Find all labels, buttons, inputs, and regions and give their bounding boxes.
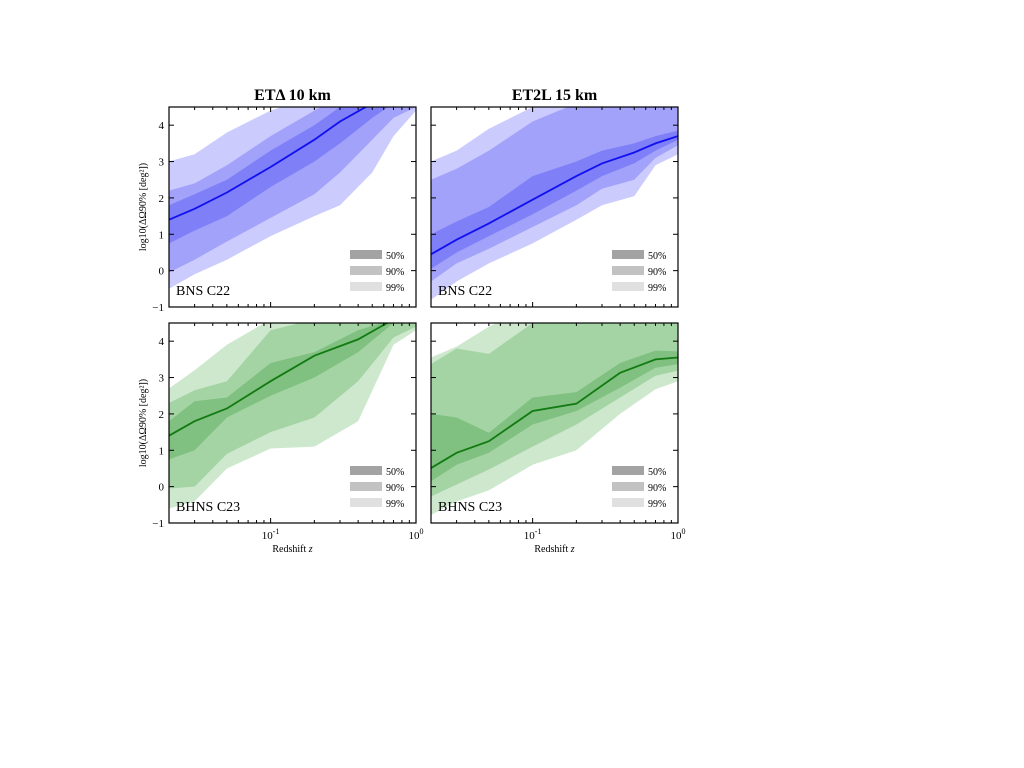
legend-label: 50% (648, 467, 666, 478)
legend-label: 99% (386, 283, 404, 294)
x-tick-label: 100 (671, 527, 686, 542)
y-tick-label: 3 (159, 373, 165, 385)
y-axis-label: log10(ΔΩ90% [deg²]) (138, 163, 149, 251)
y-tick-label: 2 (159, 193, 165, 205)
x-label-text: Redshift (534, 544, 570, 555)
panel-2-plot-area (431, 107, 678, 300)
legend-swatch (350, 466, 382, 475)
x-tick-label: 100 (409, 527, 424, 542)
x-tick-base: 10 (262, 530, 274, 542)
band50-area (169, 323, 394, 460)
band90-area (169, 323, 416, 489)
x-label-var: z (570, 544, 575, 555)
legend-label: 99% (648, 283, 666, 294)
panel-label: BHNS C23 (438, 500, 502, 515)
legend-swatch (612, 498, 644, 507)
legend-swatch (612, 482, 644, 491)
x-axis-label: Redshift z (534, 544, 574, 555)
x-label-var: z (308, 544, 313, 555)
y-tick-label: −1 (152, 302, 164, 314)
column-title: ET2L 15 km (512, 87, 598, 104)
legend-swatch (350, 498, 382, 507)
legend-swatch (350, 482, 382, 491)
y-tick-label: 1 (159, 445, 165, 457)
panel-3-plot-area (169, 323, 416, 509)
x-tick-base: 10 (409, 530, 421, 542)
x-tick-exponent: -1 (273, 527, 280, 536)
legend-label: 90% (648, 483, 666, 494)
band50-area (169, 107, 389, 244)
x-tick-label: 10-1 (524, 527, 542, 542)
legend-label: 50% (648, 251, 666, 262)
legend-label: 90% (386, 483, 404, 494)
legend-swatch (612, 266, 644, 275)
x-tick-exponent: -1 (535, 527, 542, 536)
legend-swatch (350, 250, 382, 259)
y-tick-label: 2 (159, 409, 165, 421)
y-tick-label: 4 (159, 120, 165, 132)
median-line (431, 356, 678, 469)
panel-4-plot-area (431, 323, 678, 515)
panel-1-plot-area (169, 107, 416, 289)
legend-label: 99% (386, 499, 404, 510)
x-label-text: Redshift (272, 544, 308, 555)
x-tick-base: 10 (671, 530, 683, 542)
median-line (431, 135, 678, 256)
band50-area (431, 130, 678, 269)
y-tick-label: −1 (152, 518, 164, 530)
panel-label: BNS C22 (438, 284, 492, 299)
legend-swatch (350, 282, 382, 291)
legend-swatch (350, 266, 382, 275)
y-tick-label: 0 (159, 482, 165, 494)
panel-label: BNS C22 (176, 284, 230, 299)
legend-label: 90% (386, 267, 404, 278)
column-title: ETΔ 10 km (254, 87, 331, 104)
legend-label: 99% (648, 499, 666, 510)
axes-frame (430, 322, 679, 524)
legend-swatch (612, 250, 644, 259)
legend-label: 50% (386, 251, 404, 262)
y-tick-label: 4 (159, 336, 165, 348)
legend-label: 50% (386, 467, 404, 478)
median-line (169, 107, 368, 221)
axes-frame (168, 322, 417, 524)
axes-frame (430, 106, 679, 308)
band50-area (431, 350, 678, 482)
x-axis-label: Redshift z (272, 544, 312, 555)
y-axis-label: log10(ΔΩ90% [deg²]) (138, 379, 149, 467)
x-tick-label: 10-1 (262, 527, 280, 542)
y-tick-label: 0 (159, 266, 165, 278)
legend-swatch (612, 282, 644, 291)
x-tick-exponent: 0 (682, 527, 686, 536)
x-tick-exponent: 0 (420, 527, 424, 536)
y-tick-label: 3 (159, 157, 165, 169)
legend-swatch (612, 466, 644, 475)
median-line (169, 323, 389, 437)
x-tick-base: 10 (524, 530, 536, 542)
axes-frame (168, 106, 417, 308)
y-tick-label: 1 (159, 229, 165, 241)
panel-label: BHNS C23 (176, 500, 240, 515)
legend-label: 90% (648, 267, 666, 278)
band90-area (169, 107, 416, 273)
